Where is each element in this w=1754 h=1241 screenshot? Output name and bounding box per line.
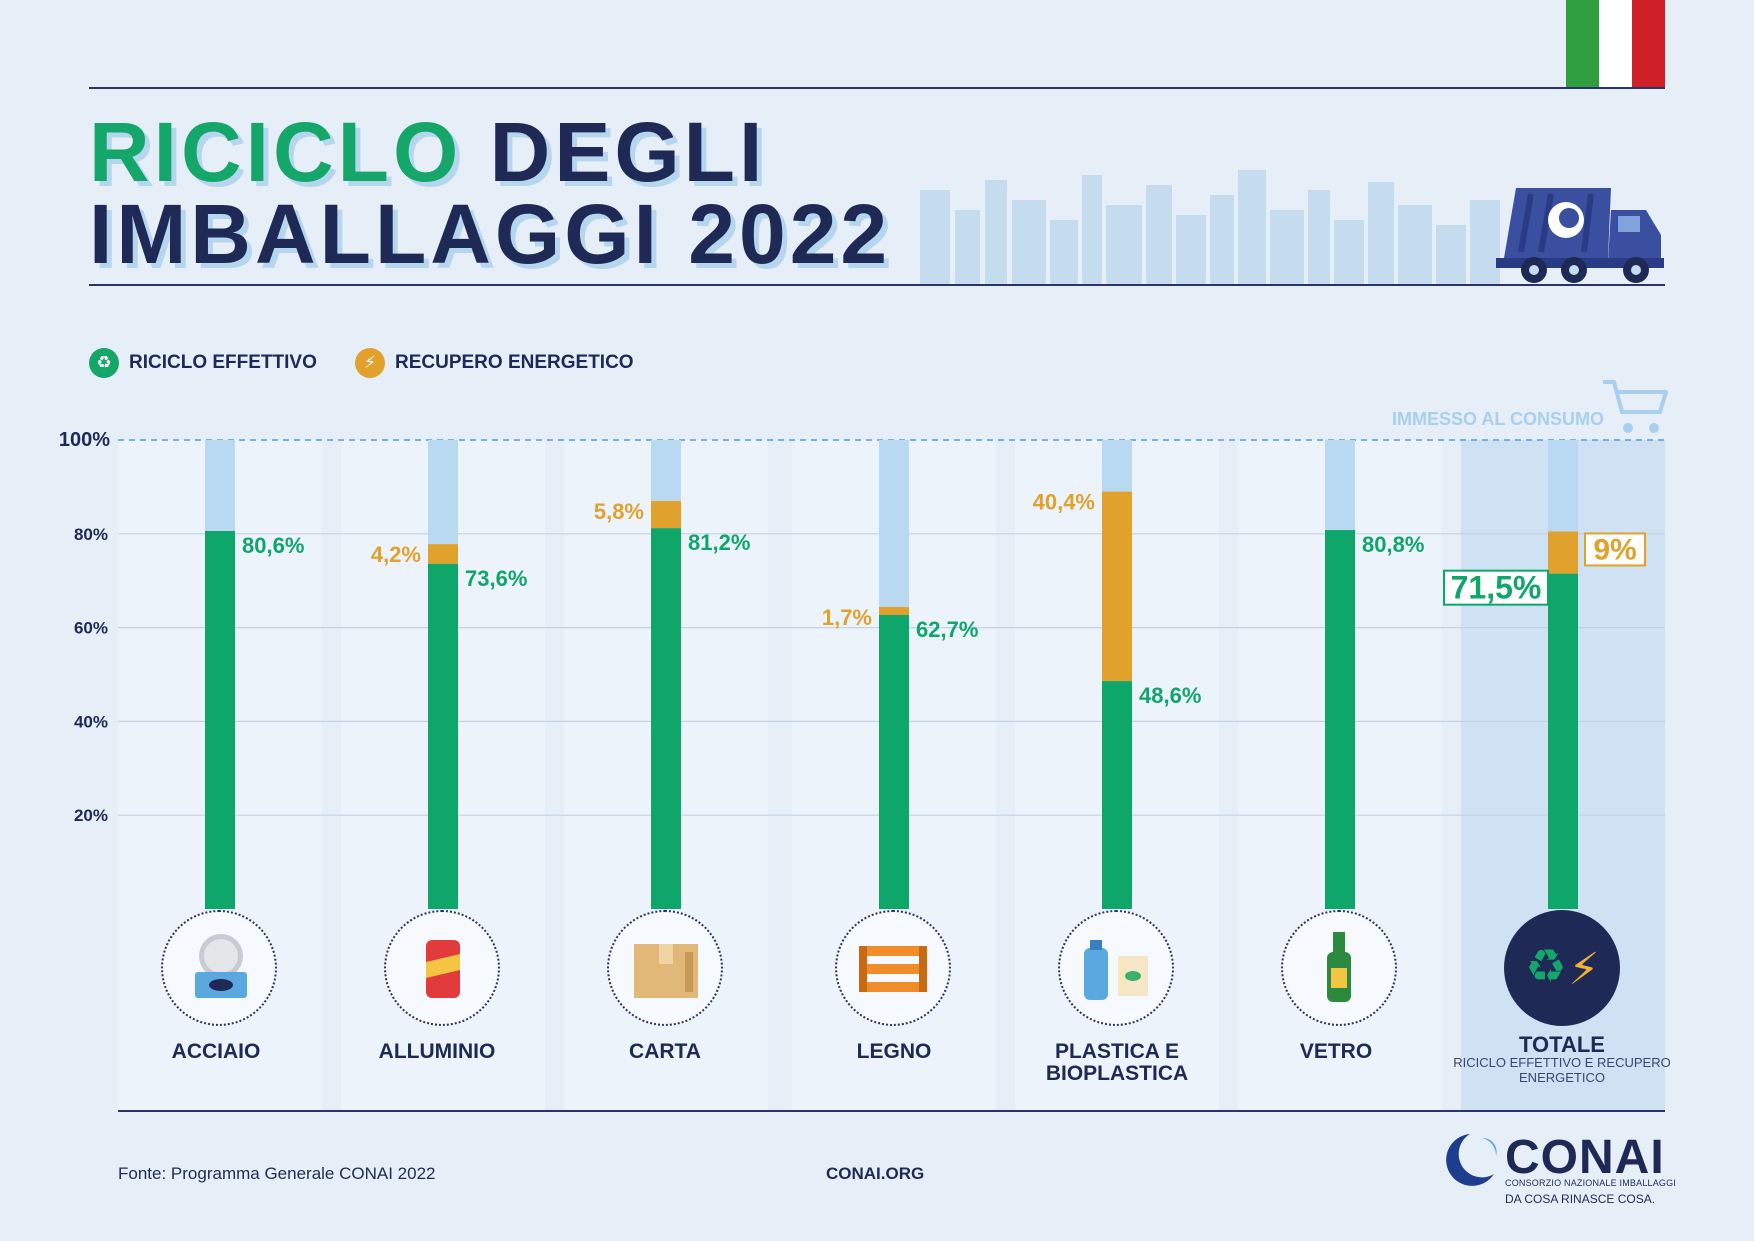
website-link[interactable]: CONAI.ORG <box>826 1164 925 1183</box>
bar-remaining <box>428 440 458 545</box>
data-label-energy: 5,8% <box>594 499 644 524</box>
title-green-word: RICICLO <box>89 105 463 199</box>
legend-item-effective: ♻ RICICLO EFFETTIVO <box>89 348 317 378</box>
conai-logo-icon <box>1446 1134 1497 1186</box>
recycle-icon: ♻ <box>89 348 119 378</box>
category-label-vetro: VETRO <box>1299 1040 1373 1063</box>
category-label-legno: LEGNO <box>856 1040 932 1063</box>
plastic-bottle-icon <box>1058 910 1174 1026</box>
bar-effective-recycling <box>879 614 909 909</box>
cart-wheel <box>1649 423 1659 433</box>
bar-remaining <box>1102 440 1132 492</box>
flag-green-stripe <box>1566 0 1599 88</box>
steel-can-icon <box>161 910 277 1026</box>
source-note: Fonte: Programma Generale CONAI 2022 <box>118 1164 436 1183</box>
bar-remaining <box>879 440 909 607</box>
bar-remaining <box>205 440 235 531</box>
category-label-acciaio: ACCIAIO <box>171 1040 261 1063</box>
y-tick-label: 20% <box>74 806 108 825</box>
shopping-cart-icon <box>1603 380 1668 433</box>
bar-energy-recovery <box>428 544 458 564</box>
lightning-icon: ⚡ <box>355 348 385 378</box>
y-tick-label: 40% <box>74 712 108 731</box>
header-bottom-rule <box>89 284 1665 286</box>
svg-text:⚡: ⚡ <box>1569 944 1600 995</box>
svg-text:♻: ♻ <box>1525 939 1566 993</box>
data-label-energy: 4,2% <box>371 542 421 567</box>
garbage-truck-icon <box>1496 188 1664 283</box>
data-label-effective: 48,6% <box>1139 683 1201 708</box>
bar-energy-recovery <box>651 500 681 529</box>
total-energy-label-box <box>1584 532 1646 567</box>
legend-label-effective: RICICLO EFFETTIVO <box>129 352 317 373</box>
city-skyline-icon <box>920 170 1500 284</box>
legend-item-energy: ⚡ RECUPERO ENERGETICO <box>355 348 634 378</box>
conai-full-name: CONSORZIO NAZIONALE IMBALLAGGI <box>1505 1178 1677 1188</box>
bar-remaining <box>1325 440 1355 531</box>
data-label-effective: 73,6% <box>465 566 527 591</box>
conai-tagline: DA COSA RINASCE COSA. <box>1505 1192 1656 1206</box>
data-label-effective: 62,7% <box>916 617 978 642</box>
bar-effective-recycling <box>651 528 681 909</box>
cardboard-box-icon <box>607 910 723 1026</box>
bar-remaining <box>651 440 681 501</box>
total-effective-label-box <box>1443 569 1549 606</box>
category-label-plastica: PLASTICA E BIOPLASTICA <box>1045 1040 1189 1086</box>
bar-effective-recycling <box>428 563 458 909</box>
bar-energy-recovery <box>1548 531 1578 574</box>
bar-energy-recovery <box>879 606 909 615</box>
wooden-crate-icon <box>835 910 951 1026</box>
y-tick-label: 80% <box>74 525 108 544</box>
data-label-energy: 1,7% <box>822 605 872 630</box>
page-title-line1: RICICLO DEGLI <box>89 110 766 194</box>
y-tick-label: 100% <box>59 429 110 451</box>
flag-white-stripe <box>1599 0 1632 88</box>
italian-flag <box>1566 0 1665 88</box>
category-label-carta: CARTA <box>629 1040 701 1063</box>
cart-wheel <box>1623 423 1633 433</box>
bar-effective-recycling <box>1325 530 1355 909</box>
bar-remaining <box>1548 440 1578 532</box>
reference-line-label: IMMESSO AL CONSUMO <box>1392 409 1604 429</box>
aluminium-can-icon <box>384 910 500 1026</box>
recycle-energy-icon: ♻ ⚡ <box>1504 910 1620 1026</box>
title-dark-word: DEGLI <box>489 105 767 199</box>
data-label-energy: 9% <box>1593 533 1636 566</box>
data-label-effective: 71,5% <box>1451 570 1542 606</box>
chart-bottom-rule <box>118 1110 1665 1112</box>
bar-energy-recovery <box>1102 491 1132 682</box>
glass-bottle-icon <box>1281 910 1397 1026</box>
conai-brand-name: CONAI <box>1505 1131 1665 1184</box>
category-label-totale: TOTALE <box>1519 1032 1605 1057</box>
bar-effective-recycling <box>1102 681 1132 909</box>
data-label-effective: 80,8% <box>1362 532 1424 557</box>
category-label-alluminio: ALLUMINIO <box>378 1040 496 1063</box>
cart-body <box>1603 380 1668 414</box>
legend-label-energy: RECUPERO ENERGETICO <box>395 352 634 373</box>
y-tick-label: 60% <box>74 619 108 638</box>
page-title-line2: IMBALLAGGI 2022 <box>89 187 892 281</box>
flag-red-stripe <box>1632 0 1665 88</box>
bar-effective-recycling <box>1548 573 1578 909</box>
header-top-rule <box>89 87 1665 89</box>
bar-effective-recycling <box>205 530 235 909</box>
data-label-energy: 40,4% <box>1033 490 1095 515</box>
data-label-effective: 80,6% <box>242 533 304 558</box>
totale-subtitle: RICICLO EFFETTIVO E RECUPERO ENERGETICO <box>1453 1055 1671 1085</box>
data-label-effective: 81,2% <box>688 530 750 555</box>
